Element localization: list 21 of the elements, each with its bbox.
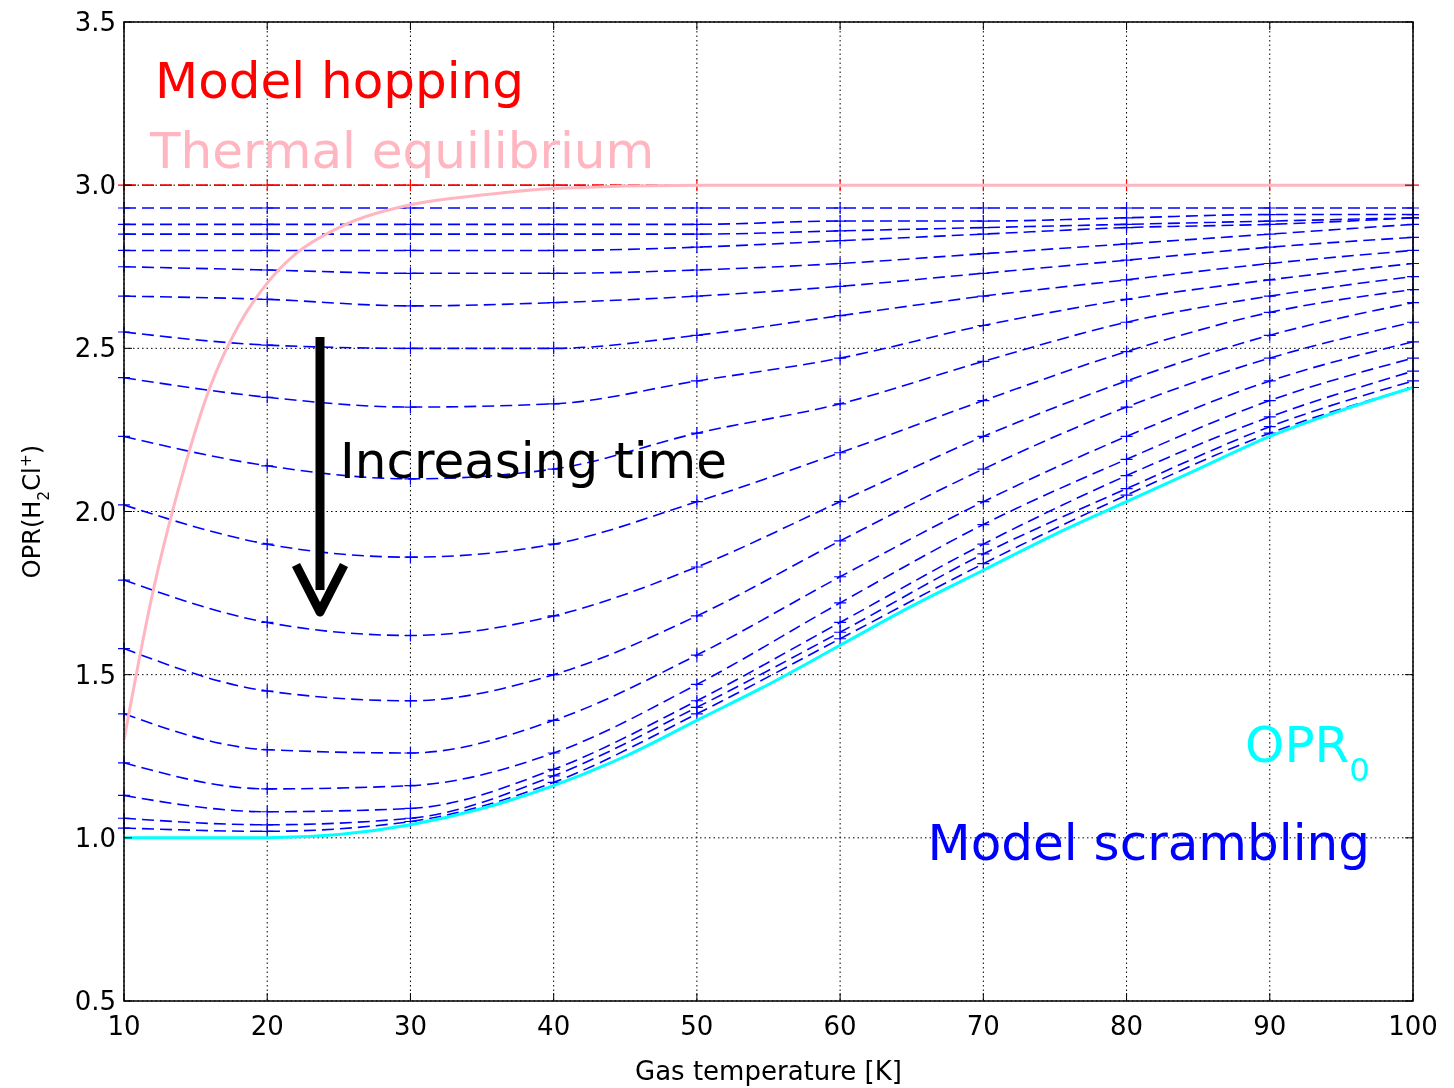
y-tick-label: 1.0 (74, 822, 116, 853)
x-tick-label: 80 (1110, 1011, 1144, 1041)
x-tick-label: 60 (823, 1011, 857, 1041)
x-tick-label: 50 (680, 1011, 714, 1041)
y-tick-label: 1.5 (74, 659, 116, 690)
y-tick-label: 2.0 (74, 496, 116, 527)
x-tick-label: 90 (1253, 1011, 1287, 1041)
text: OPR$_{0}$ (1245, 716, 1370, 789)
x-tick-label: 100 (1388, 1011, 1438, 1041)
x-tick-label: 40 (537, 1011, 571, 1041)
y-tick-label: 3.5 (74, 7, 116, 37)
x-tick-label: 70 (966, 1011, 1000, 1041)
x-tick-label: 30 (393, 1011, 427, 1041)
series-label: Model hopping (155, 52, 525, 110)
text: Model scrambling (927, 814, 1370, 872)
x-tick-label: 20 (250, 1011, 284, 1041)
y-tick-label: 3.0 (74, 170, 116, 201)
y-tick-label: 2.5 (74, 333, 116, 364)
x-axis-title: Gas temperature [K] (635, 1056, 902, 1086)
series-label: Thermal equilibrium (149, 122, 655, 180)
annotation: Increasing time (340, 432, 728, 490)
